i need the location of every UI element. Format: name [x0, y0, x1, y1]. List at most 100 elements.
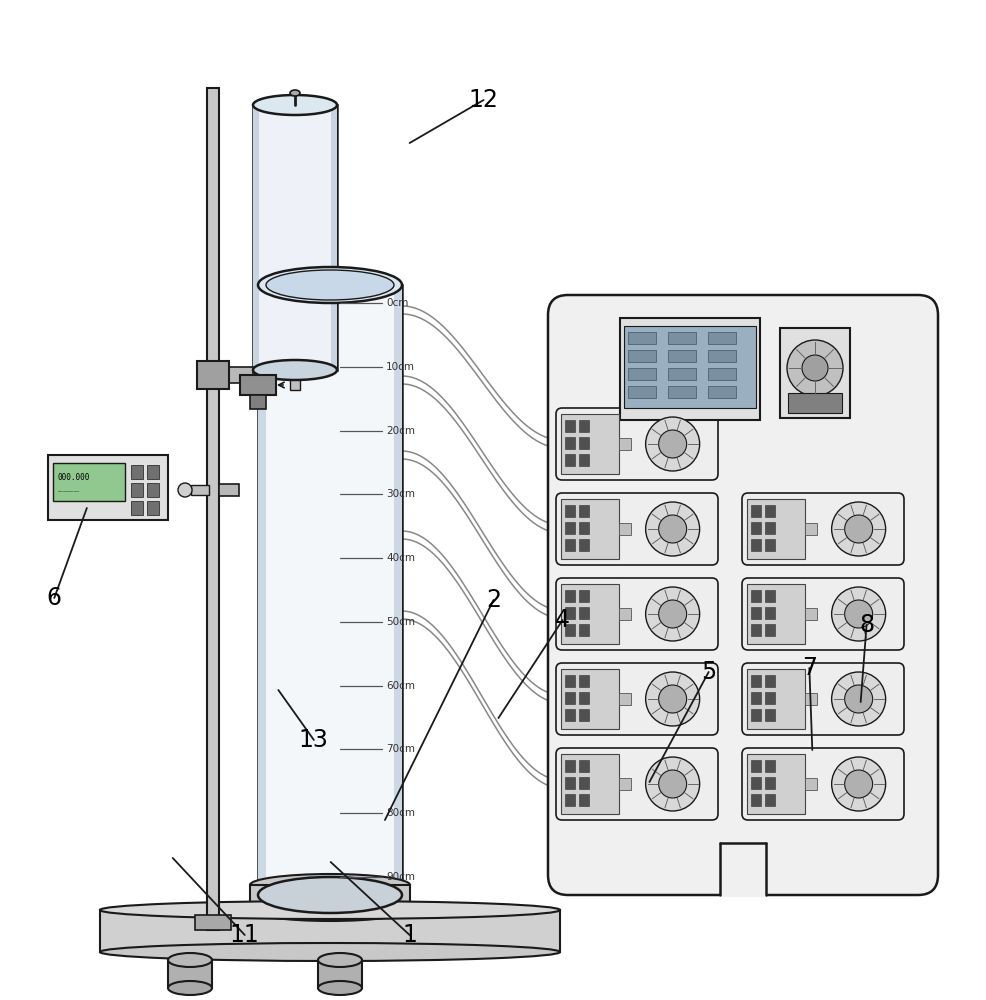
Bar [564, 692, 575, 704]
Bar [746, 669, 805, 729]
Bar [750, 624, 760, 636]
FancyBboxPatch shape [741, 663, 903, 735]
Bar [195, 915, 231, 930]
Bar [249, 885, 409, 910]
Circle shape [658, 430, 686, 458]
Text: 6: 6 [46, 586, 62, 610]
Bar [750, 590, 760, 602]
Bar [750, 539, 760, 551]
Circle shape [844, 600, 872, 628]
Ellipse shape [317, 981, 362, 995]
Circle shape [645, 672, 699, 726]
Bar [750, 760, 760, 772]
Bar [618, 608, 631, 620]
Ellipse shape [168, 981, 212, 995]
Bar [707, 332, 736, 344]
Text: 5: 5 [700, 660, 716, 684]
FancyBboxPatch shape [555, 663, 717, 735]
Bar [805, 608, 816, 620]
FancyBboxPatch shape [555, 408, 717, 480]
Bar [290, 370, 300, 390]
Bar [579, 692, 589, 704]
Bar [48, 455, 168, 520]
Bar [764, 539, 774, 551]
Bar [764, 607, 774, 619]
Bar [579, 505, 589, 517]
Ellipse shape [290, 90, 300, 96]
Text: 8: 8 [858, 613, 874, 637]
Circle shape [802, 355, 827, 381]
Bar [805, 523, 816, 535]
Bar [131, 501, 143, 515]
Text: 90cm: 90cm [386, 872, 414, 882]
Bar [564, 437, 575, 449]
Ellipse shape [252, 95, 336, 115]
Bar [168, 960, 212, 988]
Bar [317, 960, 362, 988]
Bar [579, 624, 589, 636]
Circle shape [831, 672, 884, 726]
Bar [240, 375, 276, 395]
Bar [746, 499, 805, 559]
Bar [564, 624, 575, 636]
Bar [707, 350, 736, 362]
Bar [764, 692, 774, 704]
Bar [147, 483, 159, 497]
Bar [330, 105, 336, 370]
FancyBboxPatch shape [555, 493, 717, 565]
Bar [564, 420, 575, 432]
Bar [764, 505, 774, 517]
Bar [257, 285, 266, 895]
Bar [805, 693, 816, 705]
Bar [579, 420, 589, 432]
Bar [207, 88, 219, 930]
Bar [746, 754, 805, 814]
Circle shape [658, 685, 686, 713]
Bar [252, 105, 336, 370]
Bar [191, 485, 209, 495]
Bar [764, 522, 774, 534]
Circle shape [831, 757, 884, 811]
Bar [579, 437, 589, 449]
Circle shape [658, 600, 686, 628]
Bar [668, 332, 695, 344]
FancyBboxPatch shape [741, 493, 903, 565]
Bar [560, 669, 618, 729]
Circle shape [786, 340, 842, 396]
Bar [618, 523, 631, 535]
Bar [564, 760, 575, 772]
Bar [746, 584, 805, 644]
Text: 13: 13 [299, 728, 328, 752]
Bar [619, 318, 759, 420]
Bar [579, 760, 589, 772]
Ellipse shape [266, 270, 393, 300]
Bar [627, 350, 656, 362]
FancyBboxPatch shape [547, 295, 937, 895]
Bar [668, 350, 695, 362]
Ellipse shape [100, 943, 559, 961]
Ellipse shape [249, 899, 409, 921]
Circle shape [645, 587, 699, 641]
Ellipse shape [257, 877, 401, 913]
Text: 11: 11 [230, 923, 259, 947]
Bar [579, 522, 589, 534]
Text: 1: 1 [401, 923, 417, 947]
Bar [564, 522, 575, 534]
Text: 4: 4 [554, 608, 570, 632]
Ellipse shape [257, 267, 401, 303]
Bar [197, 361, 229, 389]
Circle shape [645, 417, 699, 471]
Bar [564, 607, 575, 619]
Bar [564, 794, 575, 806]
Bar [131, 483, 143, 497]
Ellipse shape [249, 874, 409, 896]
Bar [719, 843, 765, 897]
Bar [579, 539, 589, 551]
Circle shape [831, 502, 884, 556]
Circle shape [177, 483, 192, 497]
Text: 20cm: 20cm [386, 426, 414, 436]
Text: 10cm: 10cm [386, 362, 414, 372]
Circle shape [844, 685, 872, 713]
Ellipse shape [252, 360, 336, 380]
Bar [249, 395, 266, 409]
